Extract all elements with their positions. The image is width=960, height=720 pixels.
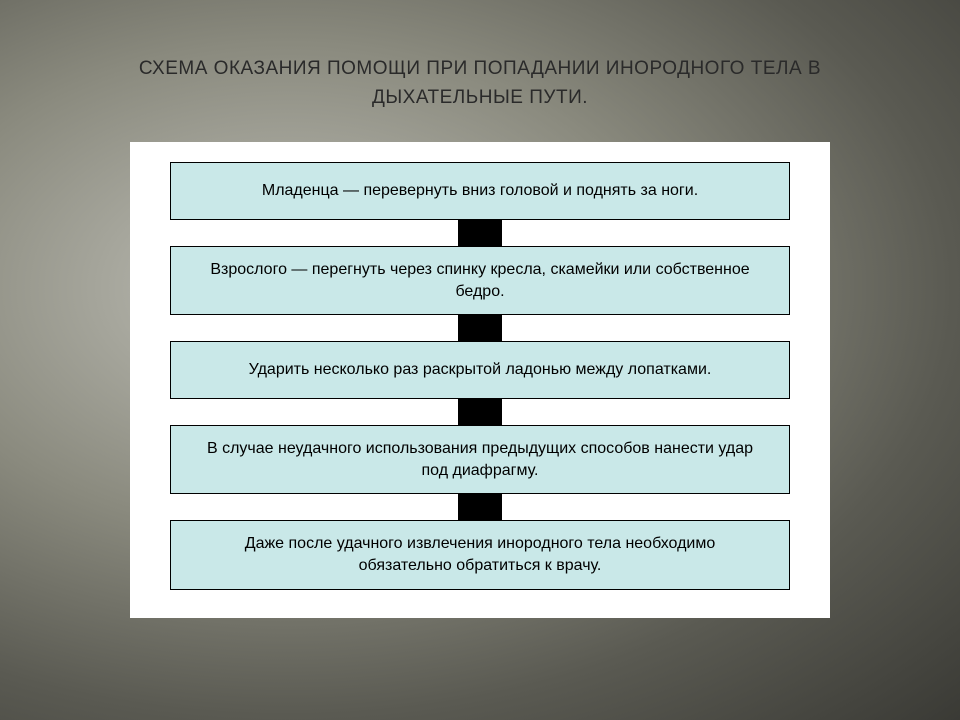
step-box: В случае неудачного использования предыд… xyxy=(170,425,790,494)
flow-wrapper: Младенца — перевернуть вниз головой и по… xyxy=(130,162,830,590)
slide-title: СХЕМА ОКАЗАНИЯ ПОМОЩИ ПРИ ПОПАДАНИИ ИНОР… xyxy=(0,55,960,112)
flowchart-container: Младенца — перевернуть вниз головой и по… xyxy=(130,142,830,618)
connector xyxy=(458,399,502,425)
connector xyxy=(458,315,502,341)
connector xyxy=(458,220,502,246)
step-box: Младенца — перевернуть вниз головой и по… xyxy=(170,162,790,220)
step-box: Ударить несколько раз раскрытой ладонью … xyxy=(170,341,790,399)
step-box: Взрослого — перегнуть через спинку кресл… xyxy=(170,246,790,315)
connector xyxy=(458,494,502,520)
step-box: Даже после удачного извлечения инородног… xyxy=(170,520,790,589)
